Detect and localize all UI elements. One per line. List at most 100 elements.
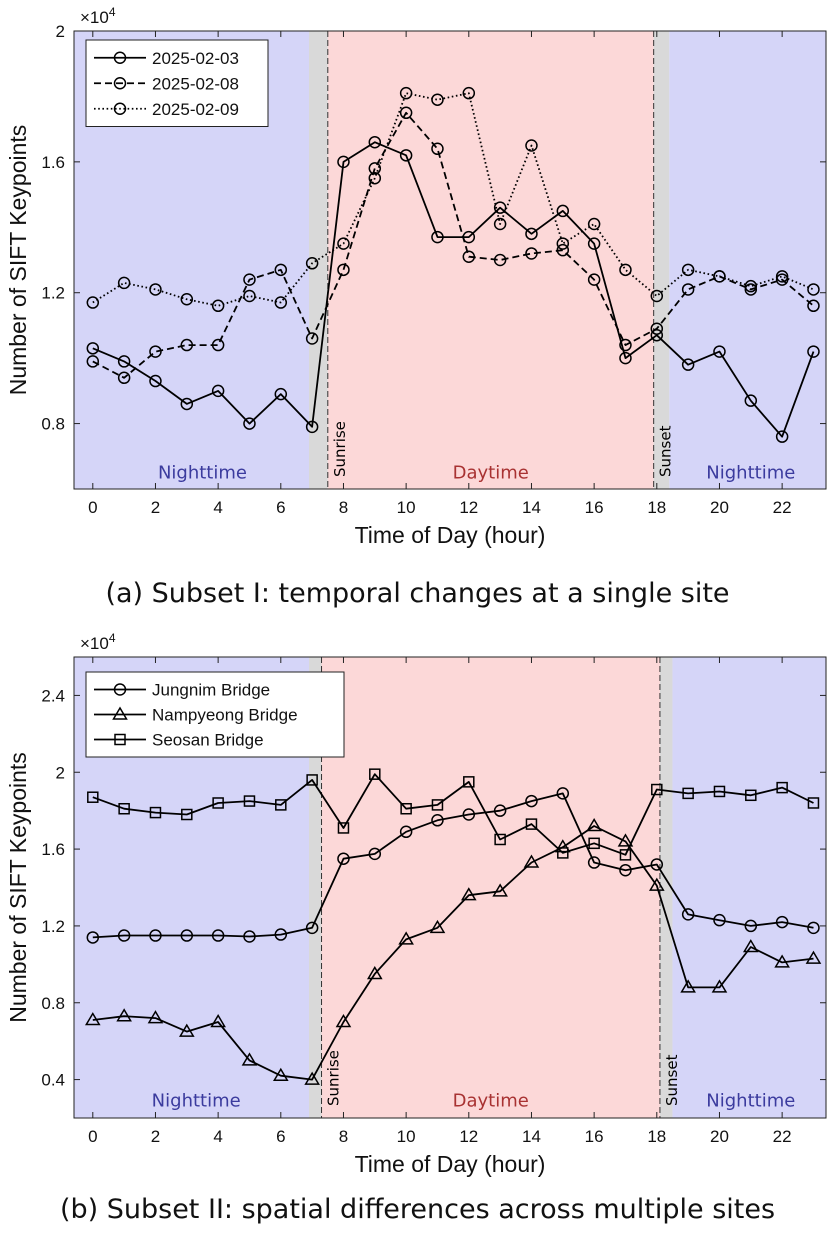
chart-b-series-1-point-13 [492,883,508,897]
chart-a-series-2-point-21 [744,279,758,293]
chart-a-series-0-point-23 [807,345,820,358]
chart-b-series-2-point-3 [181,808,193,821]
chart-b-legend-sample-0-marker [113,683,127,696]
chart-a-series-2-point-23 [807,283,820,296]
chart-a-xtick-label-0: 0 [88,498,97,517]
chart-b-series-2-point-22 [776,781,788,794]
chart-b-y-exponent-power: 4 [109,631,116,645]
chart-a-series-2-point-15 [556,237,570,250]
chart-a-xtick-label-16: 16 [585,498,604,517]
chart-a-legend-sample-0-marker [113,51,127,64]
chart-a-series-0-point-15 [556,204,570,218]
chart-b-series-2-point-0 [87,791,99,803]
chart-b-series-1-point-11 [429,919,446,934]
chart-a-ytick-label-2: 1.6 [41,153,65,172]
chart-a-series-0-point-0 [86,342,100,355]
chart-a-series-0-point-3 [180,397,194,411]
chart-b-series-0-point-3 [180,929,194,942]
chart-b-xtick-label-4: 4 [213,1127,222,1146]
chart-a-xtick-label-10: 10 [397,498,416,517]
chart-b-series-0-point-18 [650,858,664,871]
chart-b-series-0 [86,787,820,944]
chart-b-series-1-point-18 [648,877,665,891]
chart-b-xtick-label-16: 16 [585,1127,604,1146]
chart-b-series-1-point-12 [460,887,477,901]
chart-a-xtick-label-20: 20 [710,498,729,517]
chart-a-series-1-point-23 [807,299,820,313]
chart-a-series-0-point-7 [305,420,319,434]
chart-b-series-1-point-20 [711,979,728,993]
chart-b-series-2-point-18 [651,783,663,796]
chart-a-series-2-point-19 [681,263,695,277]
chart-b-xtick-label-0: 0 [88,1127,97,1146]
chart-b-series-1 [84,818,822,1085]
chart-b-sunrise-label: Sunrise [325,1050,343,1106]
chart-a-region-twilight-3 [653,31,670,489]
chart-a-series-2-point-11 [431,93,444,106]
chart-b-sunset-label: Sunset [663,1054,681,1106]
chart-a-series-1-point-16 [587,273,601,286]
chart-b-series-2-point-17 [619,849,632,861]
chart-a-series-1-point-2 [149,345,162,358]
chart-a-series-2-point-7 [305,257,319,270]
chart-b-legend-label-1: Nampyeong Bridge [152,706,298,725]
chart-a-series-1-point-13 [493,253,507,267]
chart-a-series-2-point-5 [243,289,256,303]
chart-a-series-1-point-1 [117,371,131,385]
chart-a-sunset-label: Sunset [657,425,675,477]
chart-b-series-1-point-9 [366,965,383,980]
chart-a-series-2-point-18 [650,289,664,303]
chart-a-series-2-point-9 [368,171,382,185]
chart-a-xtick-label-2: 2 [151,498,160,517]
chart-b-series-2-point-1 [118,802,130,815]
chart-a-series-0-point-4 [211,384,225,398]
chart-b-region-label-2: Daytime [453,1091,529,1112]
chart-b-y-axis-label: Number of SIFT Keypoints [5,752,31,1023]
chart-a-y-exponent: ×104 [80,5,116,27]
chart-a-series-1-point-11 [431,142,444,156]
chart-a-series-2-point-8 [337,237,350,250]
chart-b-series-1-point-23 [805,950,822,964]
chart-a-region-label-0: Nighttime [158,463,247,484]
chart-b-xtick-label-8: 8 [339,1127,348,1146]
chart-b-series-2-point-6 [275,799,287,811]
chart-b-series-1-point-19 [680,979,696,993]
chart-a-ytick-label-3: 2 [56,22,65,41]
chart-a-plot-frame [73,30,827,490]
chart-a-series-1-point-8 [337,263,350,277]
chart-b-series-0-point-4 [211,929,225,942]
chart-b-xtick-label-14: 14 [522,1127,541,1146]
chart-a-y-exponent-power: 4 [109,5,116,19]
chart-b-series-1-point-21 [742,939,759,953]
chart-a-series-2-point-20 [713,270,726,283]
chart-b-series-0-point-23 [807,921,820,935]
chart-b-series-1-point-2 [147,1010,164,1024]
chart-b-region-twilight-1 [309,657,322,1118]
chart-b-legend-sample-2-marker [114,733,126,746]
chart-a-series-0-point-20 [713,345,726,358]
chart-a-legend-sample-1-marker [113,77,127,90]
chart-a-series-0-point-9 [368,135,382,149]
chart-a-xtick-label-8: 8 [339,498,348,517]
chart-b-region-night-4 [672,657,826,1118]
chart-a-y-axis-label: Number of SIFT Keypoints [5,125,31,396]
chart-b-y-exponent: ×104 [80,631,116,653]
chart-a-series-0-point-2 [149,374,162,388]
chart-b-series-2-point-2 [149,806,162,819]
chart-a-series-2-line [92,92,814,307]
chart-a-series-2-point-10 [399,86,413,100]
chart-b-region-day-2 [321,657,660,1118]
chart-a-series-0-point-8 [337,155,350,169]
chart-b-xtick-label-12: 12 [459,1127,478,1146]
chart-b-legend: Jungnim Bridge Nampyeong Bridge Seosan Bri… [85,671,345,758]
chart-b-x-axis-label: Time of Day (hour) [355,1151,546,1177]
chart-b-series-1-point-4 [210,1013,226,1028]
chart-a-xtick-label-14: 14 [522,498,541,517]
chart-a-series-2 [86,86,820,313]
chart-b-series-2-point-15 [557,847,569,859]
chart-a-series-2-point-14 [525,139,538,152]
chart-b-series-1-point-16 [586,818,602,832]
chart-b-series-0-point-1 [117,929,131,942]
chart-a-region-night-4 [669,31,826,489]
chart-a-series-0-point-6 [274,387,288,401]
